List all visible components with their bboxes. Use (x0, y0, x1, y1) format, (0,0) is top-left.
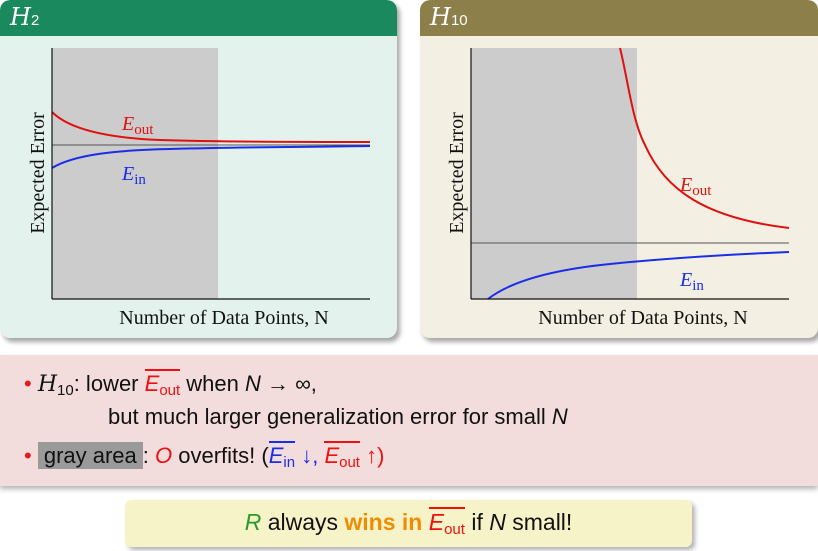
bullet-dot-icon: • (24, 371, 32, 396)
ein-curve (487, 251, 790, 300)
ein-curve (51, 145, 371, 169)
down-arrow-icon: ↓, (295, 443, 325, 468)
eout-curve (619, 47, 790, 229)
h10-symbol: H10 (37, 372, 74, 399)
o-symbol: O (155, 443, 173, 468)
eout-label: Eout (121, 113, 154, 138)
bullet-1-line-2: but much larger generalization error for… (108, 404, 568, 429)
h10-panel: H10 Eout Ein Expected Error Number of Da… (420, 0, 818, 338)
ein-label: Ein (121, 163, 146, 188)
bullet-2: • gray area: O overfits! (Ein ↓, Eout ↑) (24, 441, 385, 471)
h10-panel-header: H10 (420, 0, 818, 36)
y-axis-label: Expected Error (446, 112, 468, 234)
eout-curve (51, 111, 371, 143)
takeaway-box: R always wins in Eout if N small! (125, 500, 692, 547)
ein-bar: Ein (268, 441, 296, 471)
h2-panel-header: H2 (0, 0, 397, 36)
h10-learning-curve: Eout Ein Expected Error Number of Data P… (446, 47, 790, 329)
h10-panel-title: H10 (430, 3, 468, 31)
eout-label: Eout (679, 174, 712, 199)
h2-learning-curve: Eout Ein Expected Error Number of Data P… (27, 48, 371, 329)
up-arrow-icon: ↑) (359, 443, 385, 468)
bullet-block: • H10: lower Eout when N → ∞, but much l… (0, 355, 818, 486)
bullet-dot-icon: • (24, 443, 32, 468)
overfit-shaded-region (52, 48, 218, 299)
eout-bar: Eout (324, 441, 360, 471)
gray-area-label: gray area (37, 442, 143, 469)
ein-label: Ein (679, 269, 704, 294)
h2-panel-title: H2 (10, 3, 40, 31)
x-axis-label: Number of Data Points, N (119, 307, 328, 329)
x-axis-label: Number of Data Points, N (538, 307, 747, 329)
h2-panel: H2 Eout Ein Expected Error Number of Dat… (0, 0, 397, 338)
takeaway-text: R always wins in Eout if N small! (244, 507, 573, 538)
overfit-shaded-region (471, 48, 637, 299)
eout-bar: Eout (428, 507, 465, 538)
bullet-1: • H10: lower Eout when N → ∞, (24, 369, 317, 399)
eout-bar: Eout (144, 369, 181, 399)
y-axis-label: Expected Error (27, 112, 49, 234)
